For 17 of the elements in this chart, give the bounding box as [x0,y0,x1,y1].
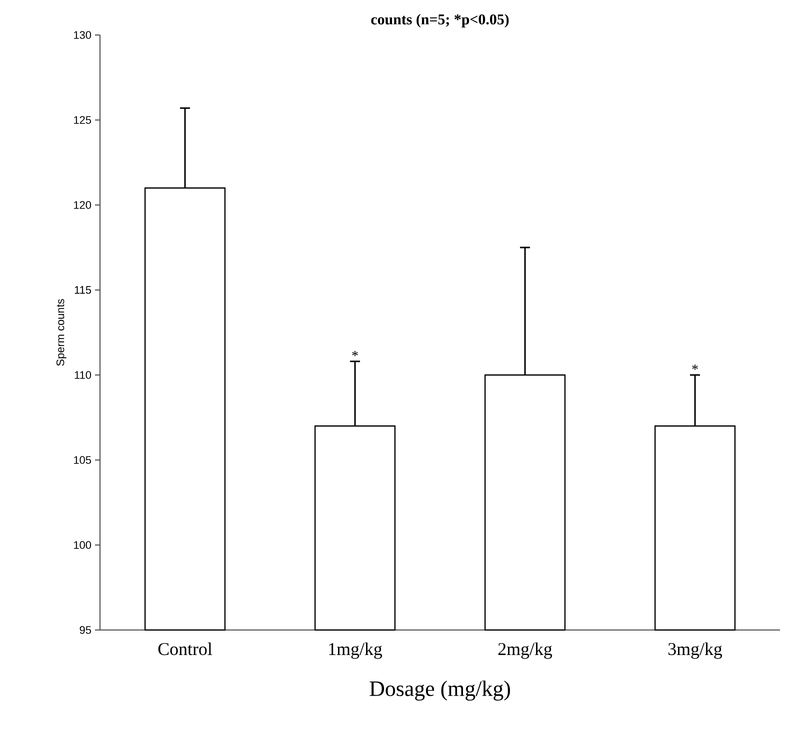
y-tick-label: 100 [74,541,92,549]
y-tick-label: 95 [80,626,92,634]
x-axis-title: Dosage (mg/kg) [370,680,510,701]
chart-title: counts (n=5; *p<0.05) [371,14,509,28]
x-tick-label: 3mg/kg [668,642,722,659]
x-tick-label: 2mg/kg [498,642,552,659]
y-tick-label: 120 [74,201,92,209]
x-tick-label: 1mg/kg [329,642,382,659]
y-tick-label: 105 [74,456,92,464]
y-tick-label: 125 [74,116,92,124]
x-tick-label: Control [158,642,212,656]
annotation: * [692,364,698,370]
y-tick-label: 115 [74,286,92,294]
annotation: * [352,351,358,356]
y-tick-label: 110 [74,371,92,379]
y-axis-title: Sperm counts [56,299,66,366]
y-tick-label: 130 [74,31,92,39]
